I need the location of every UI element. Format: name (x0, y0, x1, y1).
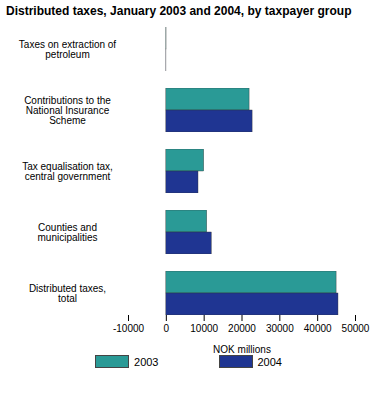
svg-text:10000: 10000 (190, 323, 218, 334)
svg-text:NOK millions: NOK millions (213, 344, 271, 355)
svg-text:30000: 30000 (266, 323, 294, 334)
svg-text:Distributed taxes,total: Distributed taxes,total (29, 283, 106, 304)
svg-text:Contributions to theNational I: Contributions to theNational InsuranceSc… (24, 95, 111, 126)
svg-text:0: 0 (164, 323, 170, 334)
svg-text:40000: 40000 (304, 323, 332, 334)
html-text:2003: 2003 (134, 355, 159, 368)
svg-text:Counties andmunicipalities: Counties andmunicipalities (37, 222, 97, 243)
svg-text:50000: 50000 (342, 323, 370, 334)
html-text:2004: 2004 (257, 355, 282, 368)
svg-text:Taxes on extraction ofpetroleu: Taxes on extraction ofpetroleum (19, 39, 116, 60)
svg-text:20000: 20000 (228, 323, 256, 334)
svg-text:-10000: -10000 (113, 323, 145, 334)
html-text:Distributed taxes, January 200: Distributed taxes, January 2003 and 2004… (6, 4, 352, 18)
svg-text:Tax equalisation tax,central g: Tax equalisation tax,central government (22, 161, 113, 182)
